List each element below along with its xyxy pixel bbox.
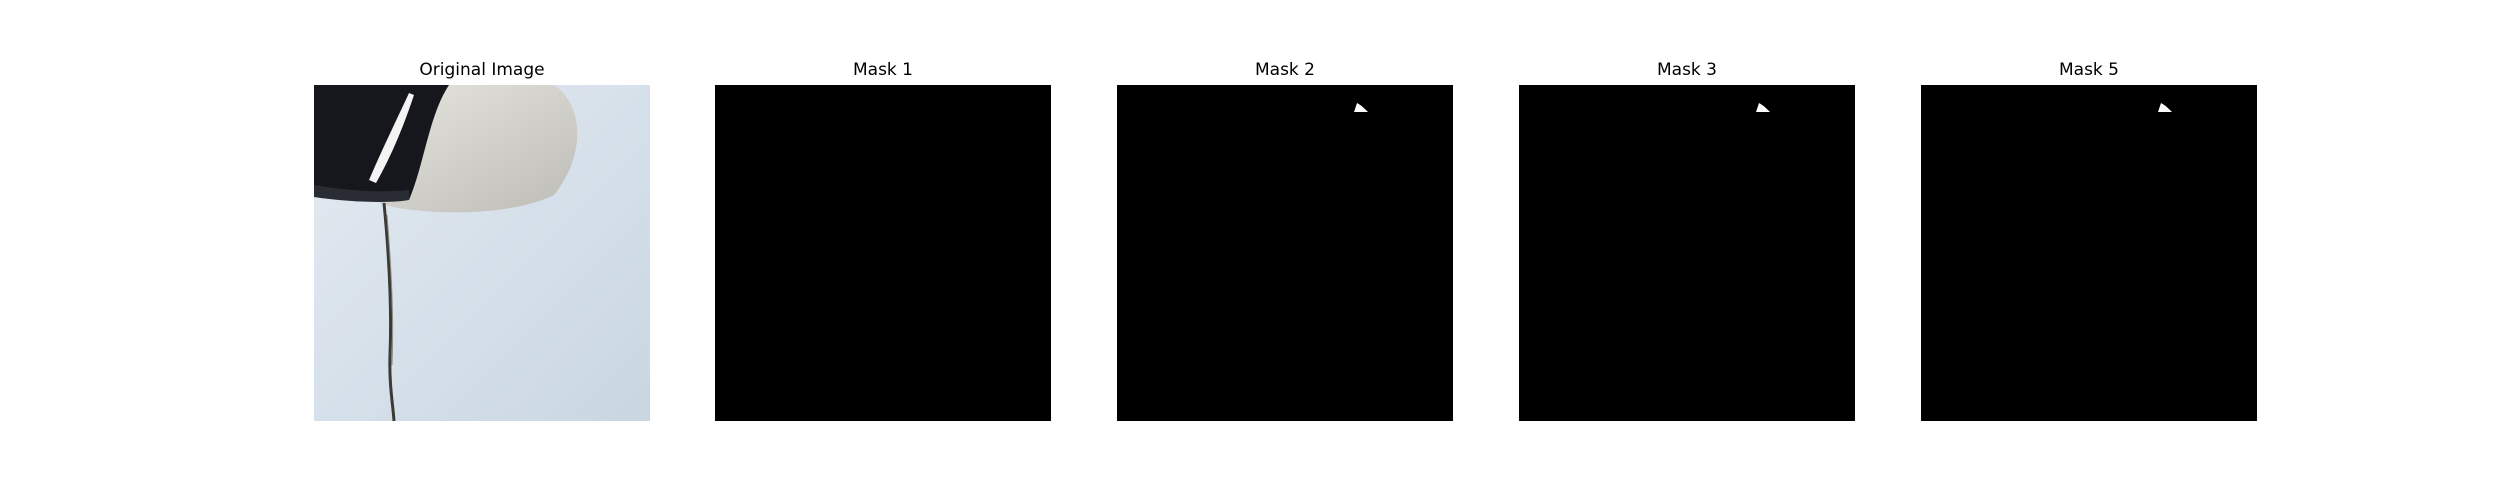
mask-image	[1117, 85, 1453, 421]
panel-title: Mask 3	[1656, 60, 1717, 80]
mask-region	[1354, 103, 1368, 112]
panel-title: Mask 1	[852, 60, 913, 80]
mask-image	[715, 85, 1051, 421]
panel-title: Mask 2	[1254, 60, 1315, 80]
panel-title: Original Image	[419, 60, 545, 80]
panel-mask-1: Mask 1	[715, 0, 1051, 500]
mask-image	[1921, 85, 2257, 421]
panel-original-image: Original Image	[314, 0, 650, 500]
panel-mask-3: Mask 3	[1519, 0, 1855, 500]
mask-region	[1756, 103, 1770, 112]
panel-mask-5: Mask 5	[1921, 0, 2257, 500]
panel-mask-2: Mask 2	[1117, 0, 1453, 500]
mask-region	[2158, 103, 2172, 112]
original-photo	[314, 85, 650, 421]
mask-image	[1519, 85, 1855, 421]
panel-title: Mask 5	[2058, 60, 2119, 80]
